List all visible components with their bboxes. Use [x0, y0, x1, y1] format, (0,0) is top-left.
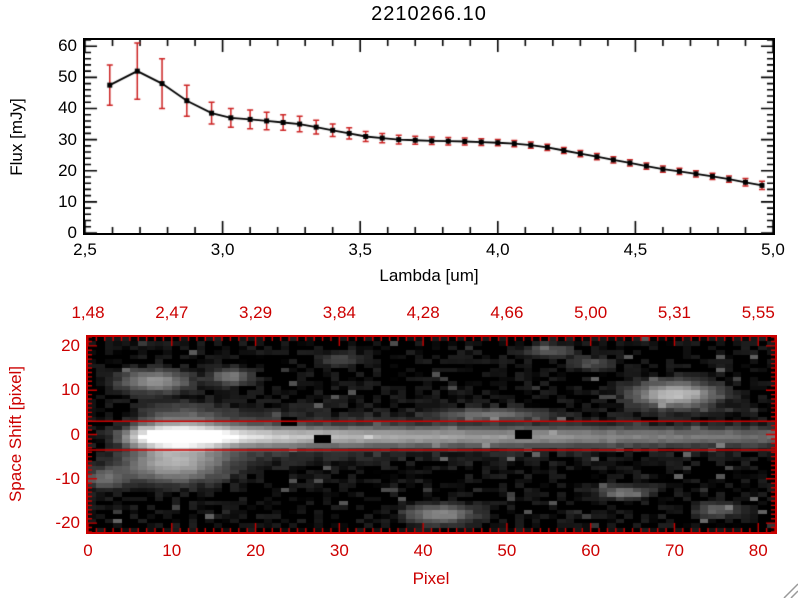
image-x-tick-label: 0 [83, 541, 93, 560]
spectrum-plot-canvas [85, 40, 773, 233]
spectrum-x-tick-label: 3,5 [348, 240, 372, 259]
spectrum-plot-box [83, 38, 775, 235]
image-wavelength-tick-label: 2,47 [155, 303, 189, 322]
spectrum-y-tick-label: 60 [58, 36, 77, 56]
image-y-tick-label: -10 [55, 468, 80, 488]
image-wavelength-tick-label: 4,28 [406, 303, 440, 322]
pixel-axis-label: Pixel [412, 569, 450, 588]
image-wavelength-tick-label: 5,55 [741, 303, 775, 322]
spectrum-x-tick-label: 2,5 [73, 240, 97, 259]
image-y-tick-label: 20 [61, 335, 80, 355]
image-wavelength-tick-label: 4,66 [490, 303, 524, 322]
image-x-tick-label: 60 [581, 541, 601, 560]
plot-title: 2210266.10 [371, 3, 487, 25]
lambda-axis-label: Lambda [um] [379, 266, 479, 285]
spectrum-x-tick-label: 3,0 [210, 240, 235, 259]
image-x-tick-label: 80 [748, 541, 768, 560]
image-x-tick-label: 50 [497, 541, 517, 560]
spectrum-y-tick-label: 30 [58, 129, 77, 149]
spectrum-y-tick-label: 40 [58, 98, 77, 118]
image-x-tick-label: 30 [329, 541, 349, 560]
spectrum-x-tick-label: 4,5 [623, 240, 648, 259]
spectrum-y-tick-label: 10 [58, 191, 77, 211]
flux-axis-label: Flux [mJy] [7, 98, 26, 176]
image-wavelength-tick-label: 3,29 [239, 303, 273, 322]
spectrum-y-tick-label: 50 [58, 67, 77, 87]
resize-grip-icon[interactable] [780, 582, 799, 599]
image-x-tick-label: 70 [664, 541, 684, 560]
image-y-tick-label: 10 [61, 380, 80, 400]
image-y-tick-label: 0 [70, 424, 80, 444]
image-y-tick-label: -20 [55, 513, 80, 533]
spectrum-x-tick-label: 5,0 [761, 240, 785, 259]
image-plot-box [86, 335, 777, 534]
spectrum-y-tick-label: 20 [58, 160, 77, 180]
spectral-image-canvas [88, 337, 775, 532]
image-wavelength-tick-label: 3,84 [322, 303, 356, 322]
image-wavelength-tick-label: 1,48 [71, 303, 105, 322]
image-x-tick-label: 40 [413, 541, 433, 560]
image-wavelength-tick-label: 5,31 [657, 303, 691, 322]
spectrum-x-tick-label: 4,0 [485, 240, 510, 259]
spectrum-y-tick-label: 0 [67, 223, 77, 242]
image-x-tick-label: 20 [246, 541, 265, 560]
image-x-tick-label: 10 [162, 541, 182, 560]
image-wavelength-tick-label: 5,00 [574, 303, 608, 322]
space-shift-axis-label: Space Shift [pixel] [6, 365, 25, 503]
